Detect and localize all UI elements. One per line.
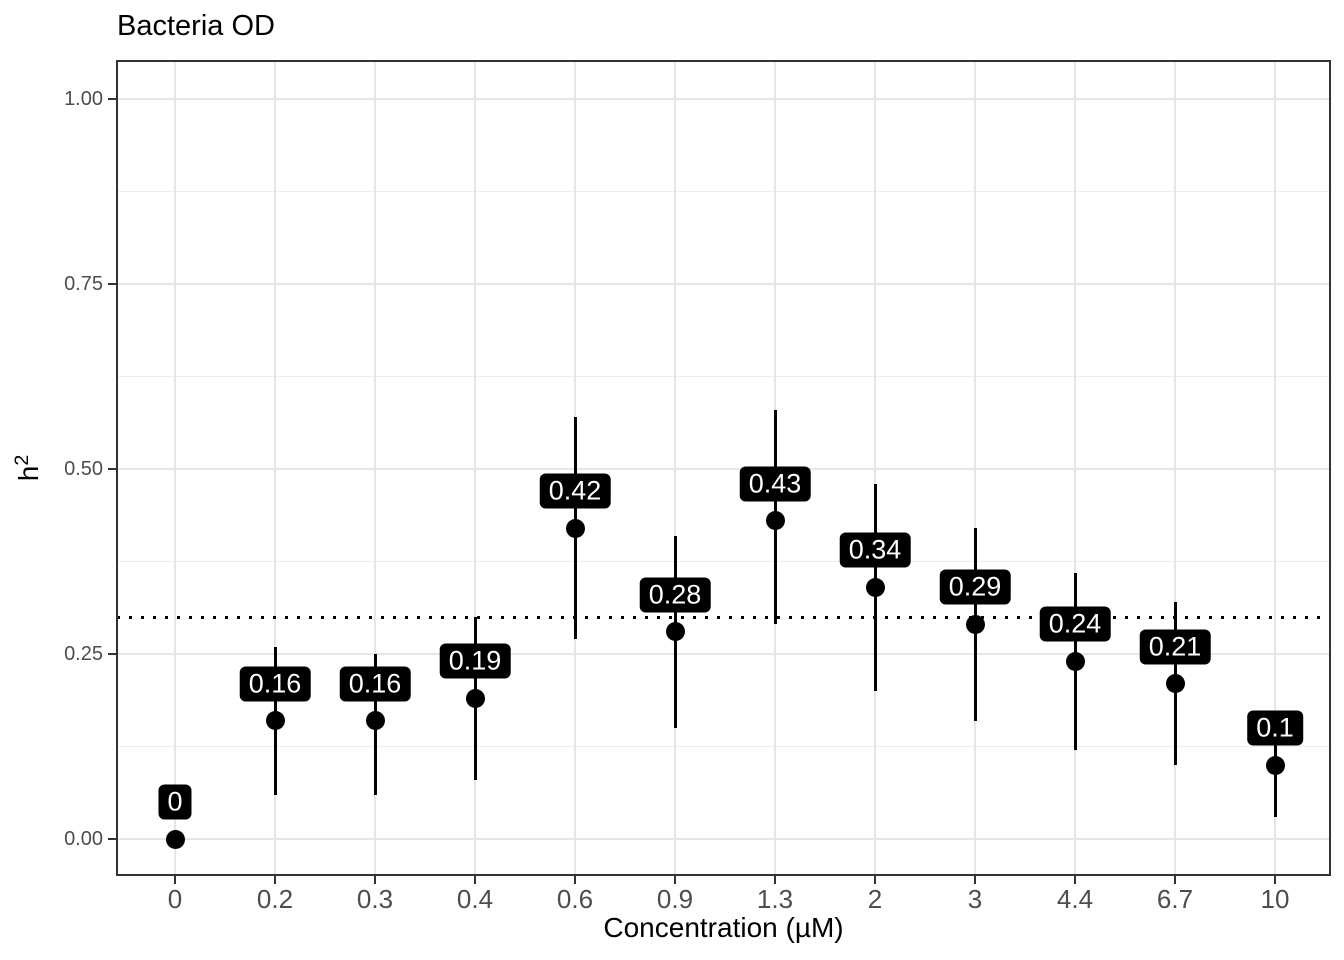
plot-title: Bacteria OD <box>117 10 275 42</box>
x-tick-mark <box>1174 876 1176 884</box>
v-gridline <box>1274 61 1276 875</box>
data-point <box>1065 651 1085 671</box>
data-point <box>565 518 585 538</box>
value-label: 0.1 <box>1247 710 1303 746</box>
plot-panel: 0 0.16 0.16 0.19 0.42 0.28 0.43 0.34 0.29 0.24 0.2… <box>117 61 1330 875</box>
h-gridline-major <box>117 653 1330 655</box>
h-gridline-major <box>117 98 1330 100</box>
y-tick-mark <box>108 653 116 655</box>
value-label: 0.16 <box>339 666 411 702</box>
y-tick-label: 0.75 <box>64 273 103 295</box>
v-gridline <box>674 61 676 875</box>
y-tick-label: 0.25 <box>64 643 103 665</box>
data-point <box>865 577 885 597</box>
v-gridline <box>874 61 876 875</box>
h-gridline-minor <box>117 561 1330 562</box>
v-gridline <box>1074 61 1076 875</box>
data-point <box>365 711 385 731</box>
x-axis-title: Concentration (µM) <box>603 912 844 943</box>
x-tick-mark <box>174 876 176 884</box>
y-tick-mark <box>108 283 116 285</box>
h-gridline-major <box>117 283 1330 285</box>
y-tick-mark <box>108 468 116 470</box>
v-gridline <box>1174 61 1176 875</box>
x-tick-mark <box>974 876 976 884</box>
value-label: 0.42 <box>539 473 611 509</box>
data-point <box>765 511 785 531</box>
v-gridline <box>274 61 276 875</box>
y-tick-mark <box>108 838 116 840</box>
value-label: 0.43 <box>739 466 811 502</box>
x-tick-label: 6.7 <box>1156 884 1194 914</box>
x-tick-mark <box>474 876 476 884</box>
data-point <box>465 688 485 708</box>
x-tick-label: 3 <box>967 884 983 914</box>
x-tick-label: 0.9 <box>656 884 694 914</box>
v-gridline <box>374 61 376 875</box>
x-tick-label: 0.4 <box>456 884 494 914</box>
y-tick-label: 1.00 <box>64 88 103 110</box>
x-tick-mark <box>1074 876 1076 884</box>
y-axis-title: h2 <box>11 455 45 481</box>
x-tick-label: 4.4 <box>1056 884 1094 914</box>
v-gridline <box>974 61 976 875</box>
value-label: 0.34 <box>839 532 911 568</box>
x-tick-mark <box>274 876 276 884</box>
x-tick-mark <box>1274 876 1276 884</box>
reference-dotted-line <box>117 615 1330 619</box>
data-point <box>265 711 285 731</box>
h-gridline-minor <box>117 191 1330 192</box>
x-tick-label: 0.3 <box>356 884 394 914</box>
x-tick-label: 0 <box>167 884 183 914</box>
value-label: 0.24 <box>1039 606 1111 642</box>
x-tick-label: 10 <box>1260 884 1290 914</box>
data-point <box>1265 755 1285 775</box>
y-axis-title-exponent: 2 <box>10 454 33 466</box>
h-gridline-major <box>117 468 1330 470</box>
x-tick-label: 1.3 <box>756 884 794 914</box>
data-point <box>965 614 985 634</box>
data-point <box>165 829 185 849</box>
value-label: 0.19 <box>439 643 511 679</box>
x-tick-label: 2 <box>867 884 883 914</box>
h-gridline-minor <box>117 746 1330 747</box>
h-gridline-minor <box>117 376 1330 377</box>
y-tick-mark <box>108 98 116 100</box>
x-tick-mark <box>674 876 676 884</box>
x-tick-label: 0.2 <box>256 884 294 914</box>
value-label: 0.21 <box>1139 629 1211 665</box>
x-tick-mark <box>574 876 576 884</box>
y-axis-title-base: h <box>13 465 45 482</box>
value-label: 0.29 <box>939 569 1011 605</box>
x-tick-label: 0.6 <box>556 884 594 914</box>
v-gridline <box>174 61 176 875</box>
value-label: 0.28 <box>639 577 711 613</box>
h-gridline-major <box>117 838 1330 840</box>
value-label: 0 <box>158 784 192 820</box>
data-point <box>665 622 685 642</box>
x-tick-mark <box>874 876 876 884</box>
v-gridline <box>474 61 476 875</box>
y-tick-label: 0.50 <box>64 458 103 480</box>
x-tick-mark <box>374 876 376 884</box>
y-tick-label: 0.00 <box>64 828 103 850</box>
value-label: 0.16 <box>239 666 311 702</box>
x-tick-mark <box>774 876 776 884</box>
data-point <box>1165 674 1185 694</box>
